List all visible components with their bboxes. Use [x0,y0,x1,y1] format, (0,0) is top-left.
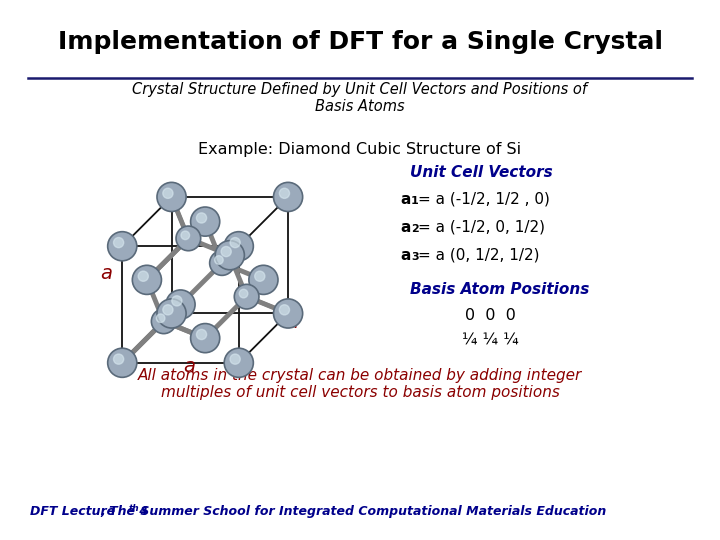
Text: 0  0  0: 0 0 0 [464,308,516,323]
Circle shape [163,305,173,315]
Circle shape [249,265,278,294]
Circle shape [224,232,253,261]
Circle shape [279,305,289,315]
Circle shape [114,354,124,364]
Circle shape [215,255,223,264]
Text: ¼ ¼ ¼: ¼ ¼ ¼ [462,333,518,348]
Text: a: a [400,248,410,263]
Circle shape [197,213,207,223]
Text: Unit Cell Vectors: Unit Cell Vectors [410,165,553,180]
Circle shape [163,188,173,198]
Circle shape [210,251,234,275]
Circle shape [239,289,248,298]
Circle shape [172,296,182,306]
Circle shape [138,271,148,281]
Circle shape [197,329,207,340]
Circle shape [191,207,220,236]
Circle shape [234,285,259,309]
Circle shape [108,348,137,377]
Circle shape [181,231,189,240]
Circle shape [215,241,244,270]
Circle shape [224,348,253,377]
Circle shape [132,265,161,294]
Text: = a (0, 1/2, 1/2): = a (0, 1/2, 1/2) [418,248,539,263]
Circle shape [230,354,240,364]
Circle shape [255,271,265,281]
Text: Example: Diamond Cubic Structure of Si: Example: Diamond Cubic Structure of Si [199,142,521,157]
Circle shape [176,226,201,251]
Text: Implementation of DFT for a Single Crystal: Implementation of DFT for a Single Cryst… [58,30,662,54]
Text: a: a [400,220,410,235]
Text: a: a [400,192,410,207]
Text: = a (-1/2, 0, 1/2): = a (-1/2, 0, 1/2) [418,220,545,235]
Circle shape [157,183,186,212]
Circle shape [114,238,124,248]
Text: a: a [101,264,112,282]
Text: Crystal Structure Defined by Unit Cell Vectors and Positions of
Basis Atoms: Crystal Structure Defined by Unit Cell V… [132,82,588,114]
Circle shape [230,238,240,248]
Text: All atoms in the crystal can be obtained by adding integer
multiples of unit cel: All atoms in the crystal can be obtained… [138,368,582,400]
Text: = a (-1/2, 1/2 , 0): = a (-1/2, 1/2 , 0) [418,192,550,207]
Circle shape [274,299,302,328]
Text: , The 4: , The 4 [100,505,148,518]
Circle shape [221,246,231,256]
Circle shape [151,309,176,334]
Text: 2: 2 [411,224,419,234]
Circle shape [157,299,186,328]
Text: 1: 1 [411,196,419,206]
Text: 3: 3 [411,252,418,262]
Circle shape [191,323,220,353]
Text: a: a [184,357,195,376]
Circle shape [108,232,137,261]
Circle shape [166,290,195,319]
Text: Basis Atom Positions: Basis Atom Positions [410,282,590,297]
Text: a: a [287,313,299,332]
Text: th: th [129,504,140,513]
Circle shape [274,183,302,212]
Text: DFT Lecture: DFT Lecture [30,505,115,518]
Text: Summer School for Integrated Computational Materials Education: Summer School for Integrated Computation… [136,505,606,518]
Circle shape [156,314,165,322]
Circle shape [279,188,289,198]
